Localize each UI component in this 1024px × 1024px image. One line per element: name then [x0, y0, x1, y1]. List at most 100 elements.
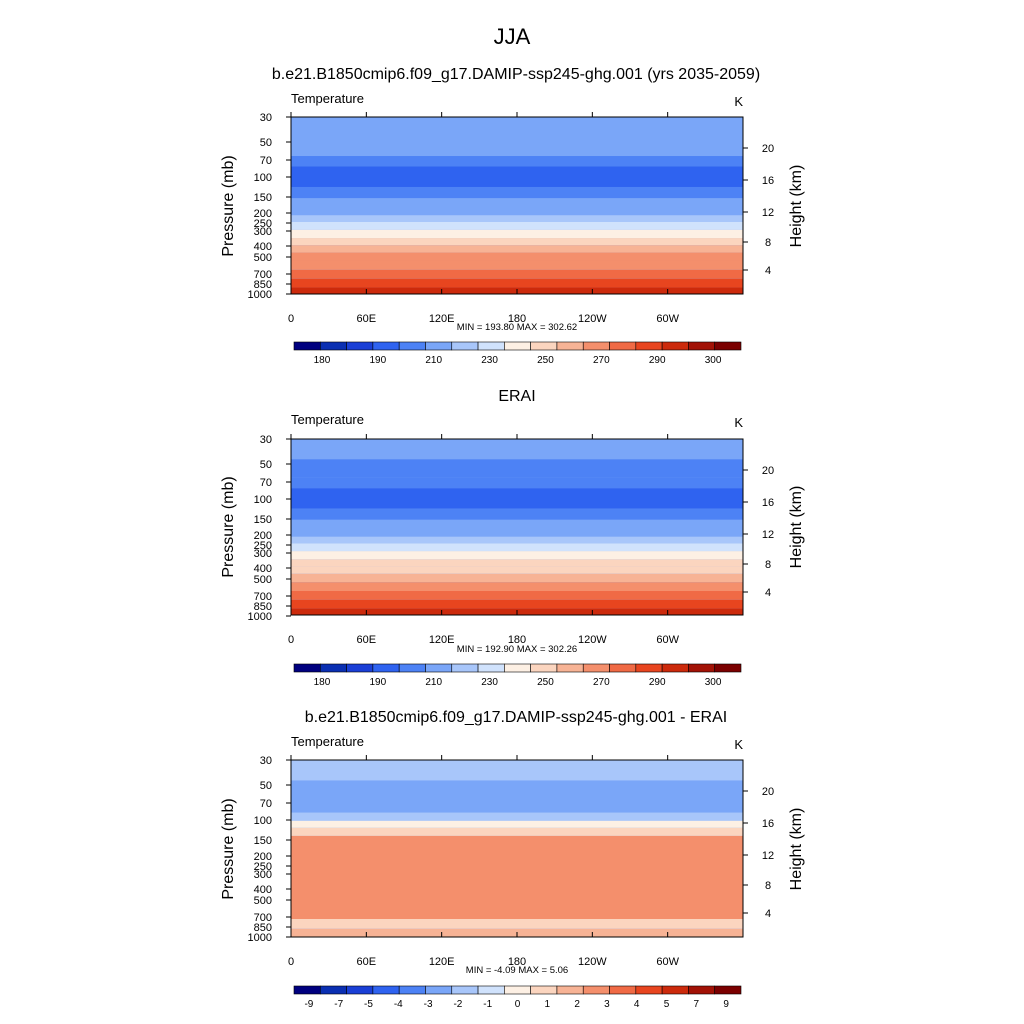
- colorbar-cell: [477, 985, 505, 995]
- colorbar-cell: [688, 663, 716, 673]
- contour-band: [291, 215, 743, 222]
- contour-band: [291, 566, 743, 574]
- colorbar-cell: [661, 985, 689, 995]
- colorbar-cell: [372, 341, 400, 351]
- contour-band: [291, 156, 743, 167]
- x-tick-label: 180: [508, 313, 526, 325]
- colorbar-label: 230: [481, 677, 498, 688]
- y-tick-label: 300: [254, 548, 272, 560]
- colorbar-label: -1: [483, 999, 492, 1010]
- colorbar-cell: [293, 341, 321, 351]
- contour-band: [291, 137, 743, 157]
- y2label: Height (km): [788, 486, 805, 569]
- y2-tick-label: 8: [765, 880, 771, 892]
- colorbar-cell: [451, 663, 479, 673]
- contour-band: [291, 551, 743, 560]
- contour-band: [291, 582, 743, 592]
- contour-band: [291, 573, 743, 583]
- colorbar-label: 250: [537, 677, 554, 688]
- colorbar-label: -2: [453, 999, 462, 1010]
- colorbar-cell: [609, 985, 637, 995]
- colorbar-cell: [451, 341, 479, 351]
- contour-band: [291, 760, 743, 781]
- y-tick-label: 150: [254, 514, 272, 526]
- y2label: Height (km): [788, 808, 805, 891]
- colorbar-cell: [582, 985, 610, 995]
- colorbar-cell: [504, 985, 531, 995]
- colorbar-label: 270: [593, 355, 610, 366]
- y-tick-label: 50: [260, 780, 272, 792]
- colorbar-cell: [504, 341, 531, 351]
- colorbar-label: 5: [664, 999, 670, 1010]
- colorbar-label: 300: [705, 355, 722, 366]
- contour-band: [291, 812, 743, 821]
- colorbar-cell: [319, 663, 347, 673]
- ylabel: Pressure (mb): [220, 155, 237, 256]
- contour-band: [291, 780, 743, 800]
- y-tick-label: 200: [254, 851, 272, 863]
- y-tick-label: 500: [254, 574, 272, 586]
- contour-band: [291, 536, 743, 544]
- x-tick-label: 0: [288, 313, 294, 325]
- panel-2: ERAI Temperature K 0 60E 120E 180 120W 60W 30 5…: [220, 388, 805, 688]
- y-tick-label: 250: [254, 218, 272, 230]
- y-tick-label: 100: [254, 815, 272, 827]
- colorbar-cell: [477, 663, 505, 673]
- colorbar-cell: [635, 663, 663, 673]
- x-tick-label: 120E: [429, 313, 455, 325]
- contour-band: [291, 477, 743, 489]
- colorbar-label: 270: [593, 677, 610, 688]
- contour-band: [291, 799, 743, 813]
- colorbar-cell: [688, 985, 716, 995]
- y-tick-label: 1000: [248, 932, 272, 944]
- stats-label: MIN = 193.80 MAX = 302.62: [457, 322, 577, 333]
- colorbar-cell: [504, 663, 531, 673]
- colorbar-cell: [398, 341, 426, 351]
- contour-band: [291, 229, 743, 239]
- y-tick-label: 100: [254, 172, 272, 184]
- y-tick-label: 400: [254, 563, 272, 575]
- colorbar-cell: [714, 663, 742, 673]
- x-tick-label: 120E: [429, 634, 455, 646]
- y-tick-label: 400: [254, 241, 272, 253]
- colorbar-cell: [425, 663, 453, 673]
- contour-band: [291, 559, 743, 567]
- panel-title: b.e21.B1850cmip6.f09_g17.DAMIP-ssp245-gh…: [305, 709, 727, 726]
- y-tick-label: 700: [254, 912, 272, 924]
- y-tick-label: 400: [254, 884, 272, 896]
- x-tick-label: 120W: [578, 313, 607, 325]
- ylabel: Pressure (mb): [220, 476, 237, 577]
- colorbar-label: 4: [634, 999, 640, 1010]
- colorbar-label: 180: [314, 677, 331, 688]
- colorbar-cell: [319, 985, 347, 995]
- contour-band: [291, 245, 743, 253]
- contour-band: [291, 278, 743, 288]
- colorbar-label: 190: [369, 677, 386, 688]
- y2-tick-label: 16: [762, 175, 774, 187]
- colorbar-label: 290: [649, 355, 666, 366]
- contour-band: [291, 269, 743, 279]
- units-label: K: [734, 737, 743, 752]
- y2-tick-label: 16: [762, 497, 774, 509]
- contour-band: [291, 528, 743, 537]
- stats-label: MIN = 192.90 MAX = 302.26: [457, 644, 577, 655]
- colorbar-cell: [372, 985, 400, 995]
- colorbar-label: 7: [694, 999, 700, 1010]
- y-tick-label: 70: [260, 155, 272, 167]
- y2-tick-label: 4: [765, 587, 771, 599]
- y-tick-label: 500: [254, 895, 272, 907]
- y2-tick-label: 8: [765, 559, 771, 571]
- panel-3: b.e21.B1850cmip6.f09_g17.DAMIP-ssp245-gh…: [220, 709, 805, 1010]
- y-tick-label: 300: [254, 226, 272, 238]
- contour-band: [291, 459, 743, 478]
- y2-tick-label: 16: [762, 818, 774, 830]
- x-tick-label: 0: [288, 956, 294, 968]
- y-tick-label: 150: [254, 835, 272, 847]
- colorbar-cell: [661, 341, 689, 351]
- colorbar-cell: [609, 341, 637, 351]
- contour-band: [291, 238, 743, 246]
- y-tick-label: 200: [254, 208, 272, 220]
- y2-tick-label: 12: [762, 207, 774, 219]
